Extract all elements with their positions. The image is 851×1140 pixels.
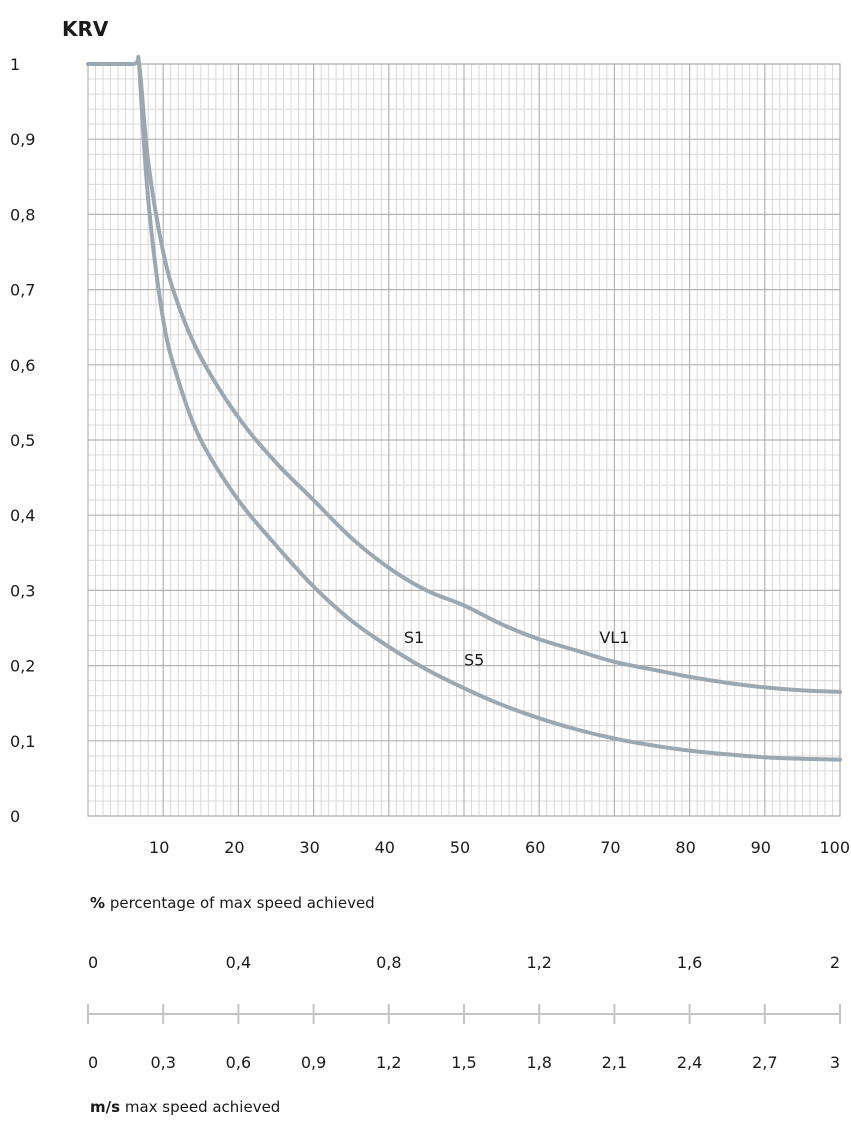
speed-bottom-label: 1,5 bbox=[451, 1053, 476, 1072]
speed-bottom-label: 0,6 bbox=[226, 1053, 251, 1072]
x-tick-label: 60 bbox=[525, 838, 545, 857]
grid bbox=[87, 63, 841, 817]
y-tick-label: 1 bbox=[10, 55, 20, 74]
speed-bottom-label: 0,9 bbox=[301, 1053, 326, 1072]
speed-top-label: 0,8 bbox=[376, 953, 401, 972]
speed-bottom-label: 2,1 bbox=[602, 1053, 627, 1072]
y-tick-label: 0,5 bbox=[10, 431, 35, 450]
curve-label-s1: S1 bbox=[404, 628, 424, 647]
speed-scale-label-text: max speed achieved bbox=[125, 1098, 281, 1116]
y-tick-label: 0 bbox=[10, 807, 20, 826]
curve-label-vl1: VL1 bbox=[599, 628, 629, 647]
y-tick-label: 0,2 bbox=[10, 657, 35, 676]
x-tick-label: 70 bbox=[600, 838, 620, 857]
y-tick-label: 0,9 bbox=[10, 130, 35, 149]
y-tick-label: 0,6 bbox=[10, 356, 35, 375]
x-axis-label-unit: % bbox=[90, 894, 105, 912]
speed-top-label: 0 bbox=[88, 953, 98, 972]
y-tick-label: 0,4 bbox=[10, 506, 35, 525]
speed-bottom-label: 3 bbox=[830, 1053, 840, 1072]
speed-scale-label-unit: m/s bbox=[90, 1098, 120, 1116]
y-axis: 0 0,1 0,2 0,3 0,4 0,5 0,6 0,7 0,8 0,9 1 bbox=[10, 55, 35, 826]
x-tick-label: 20 bbox=[224, 838, 244, 857]
speed-scale: 0 0,3 0,6 0,9 1,2 1,5 1,8 2,1 2,4 2,7 3 0 0,4 0,8 1,2 1… bbox=[87, 953, 841, 1072]
plot-frame bbox=[87, 63, 841, 817]
x-axis-label-text: percentage of max speed achieved bbox=[110, 894, 375, 912]
curves bbox=[86, 54, 842, 762]
curve-s5 bbox=[137, 62, 842, 762]
speed-top-label: 0,4 bbox=[226, 953, 251, 972]
speed-bottom-label: 1,8 bbox=[526, 1053, 551, 1072]
chart-title: KRV bbox=[62, 17, 109, 41]
x-tick-label: 10 bbox=[149, 838, 169, 857]
speed-scale-label: m/s max speed achieved bbox=[90, 1098, 280, 1116]
speed-top-label: 2 bbox=[830, 953, 840, 972]
y-tick-label: 0,1 bbox=[10, 732, 35, 751]
speed-bottom-label: 2,7 bbox=[752, 1053, 777, 1072]
curve-annotations: S1 S5 VL1 bbox=[404, 628, 630, 670]
y-tick-label: 0,7 bbox=[10, 281, 35, 300]
x-axis: 10 20 30 40 50 60 70 80 90 100 bbox=[149, 838, 850, 857]
x-tick-label: 30 bbox=[299, 838, 319, 857]
speed-bottom-label: 0 bbox=[88, 1053, 98, 1072]
y-tick-label: 0,8 bbox=[10, 205, 35, 224]
curve-s1-vl1 bbox=[86, 54, 842, 694]
x-axis-label: % percentage of max speed achieved bbox=[90, 894, 375, 912]
speed-top-label: 1,2 bbox=[526, 953, 551, 972]
x-tick-label: 90 bbox=[751, 838, 771, 857]
x-tick-label: 40 bbox=[375, 838, 395, 857]
x-tick-label: 50 bbox=[450, 838, 470, 857]
curve-label-s5: S5 bbox=[464, 651, 484, 670]
speed-top-label: 1,6 bbox=[677, 953, 702, 972]
speed-bottom-label: 0,3 bbox=[150, 1053, 175, 1072]
x-tick-label: 80 bbox=[675, 838, 695, 857]
x-tick-label: 100 bbox=[819, 838, 850, 857]
speed-bottom-label: 1,2 bbox=[376, 1053, 401, 1072]
y-tick-label: 0,3 bbox=[10, 581, 35, 600]
speed-bottom-label: 2,4 bbox=[677, 1053, 702, 1072]
